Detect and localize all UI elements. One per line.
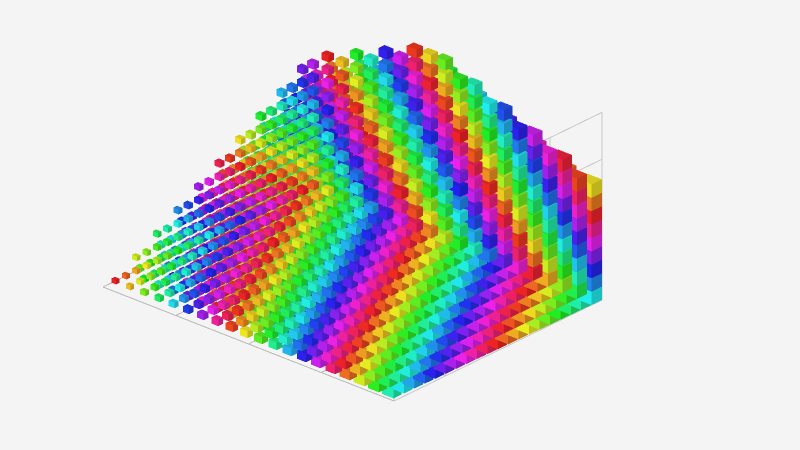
- voxel-cube: [197, 309, 209, 321]
- voxel-face-front: [345, 351, 356, 365]
- voxel-face-front: [335, 356, 346, 370]
- voxel-cube: [168, 298, 179, 309]
- voxel-face-front: [296, 350, 306, 363]
- voxel-face-front: [321, 350, 331, 364]
- voxel-face-front: [325, 361, 336, 375]
- voxel-cube: [182, 304, 194, 315]
- voxel-cube: [211, 314, 224, 327]
- voxel-face-front: [311, 355, 321, 369]
